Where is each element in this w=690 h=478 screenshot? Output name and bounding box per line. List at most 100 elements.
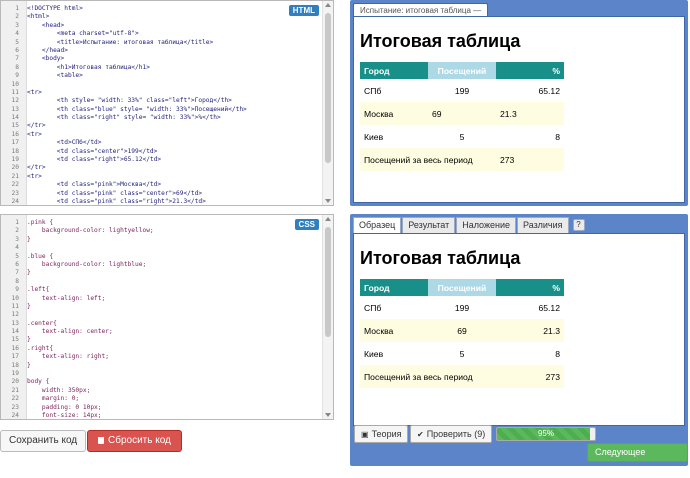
code-text[interactable]: } — [27, 302, 31, 310]
code-text[interactable]: body { — [27, 378, 50, 386]
code-line[interactable]: 13 <th class="blue" style= "width: 33%">… — [1, 106, 321, 114]
next-task-button[interactable]: Следующее задание — [587, 443, 688, 474]
code-line[interactable]: 5 .blue { — [1, 253, 321, 261]
code-text[interactable]: .left{ — [27, 286, 50, 294]
code-text[interactable]: <head> — [27, 21, 65, 29]
code-text[interactable] — [23, 244, 27, 252]
css-code-lines[interactable]: 1 .pink {2 background-color: lightyellow;… — [1, 219, 321, 419]
code-text[interactable]: </tr> — [27, 122, 46, 130]
code-text[interactable]: .pink { — [27, 219, 54, 226]
scrollbar-thumb[interactable] — [325, 227, 331, 337]
code-text[interactable]: .right{ — [27, 344, 54, 352]
code-line[interactable]: 17 text-align: right; — [1, 353, 321, 361]
code-text[interactable]: <td class="center">199</td> — [27, 147, 158, 155]
code-line[interactable]: 22 margin: 0; — [1, 395, 321, 403]
code-text[interactable] — [23, 278, 27, 286]
code-line[interactable]: 4 — [1, 244, 321, 252]
code-text[interactable]: <th class="blue" style= "width: 33%">Пос… — [27, 105, 247, 113]
html-code-editor[interactable]: 1 <!DOCTYPE html> 2 <html> 3 <head> 4 <meta c… — [0, 0, 334, 206]
code-text[interactable]: <td class="pink" class="right">21.3</td> — [27, 197, 206, 205]
scroll-up-arrow-icon[interactable] — [325, 217, 331, 221]
code-text[interactable]: text-align: center; — [27, 328, 113, 336]
scroll-up-arrow-icon[interactable] — [325, 3, 331, 7]
code-line[interactable]: 5 <title>Испытание: итоговая таблица</ti… — [1, 39, 321, 47]
code-text[interactable]: <td class="right">65.12</td> — [27, 156, 162, 164]
reset-code-button[interactable]: Сбросить код — [87, 430, 182, 452]
code-line[interactable]: 11 <tr> — [1, 89, 321, 97]
code-text[interactable]: width: 350px; — [27, 386, 91, 394]
scroll-down-arrow-icon[interactable] — [325, 413, 331, 417]
code-line[interactable]: 9 .left{ — [1, 286, 321, 294]
code-line[interactable]: 12 <th style= "width: 33%" class="left">… — [1, 97, 321, 105]
code-text[interactable] — [23, 81, 27, 89]
code-text[interactable]: } — [27, 235, 31, 243]
code-line[interactable]: 14 <th class="right" style= "width: 33%"… — [1, 114, 321, 122]
code-text[interactable]: <h1>Итоговая таблица</h1> — [27, 63, 150, 71]
code-text[interactable] — [23, 311, 27, 319]
code-line[interactable]: 21 <tr> — [1, 173, 321, 181]
code-text[interactable]: text-align: left; — [27, 294, 106, 302]
tab-overlay[interactable]: Наложение — [456, 217, 516, 233]
code-line[interactable]: 7 <body> — [1, 55, 321, 63]
code-line[interactable]: 23 padding: 0 10px; — [1, 404, 321, 412]
code-line[interactable]: 11} — [1, 303, 321, 311]
code-text[interactable]: padding: 0 10px; — [27, 403, 102, 411]
theory-button[interactable]: ▣ Теория — [354, 425, 409, 443]
code-text[interactable]: </tr> — [27, 164, 46, 172]
code-text[interactable]: <html> — [27, 13, 50, 21]
check-button[interactable]: ✔ Проверить (9) — [410, 425, 493, 443]
code-line[interactable]: 3 <head> — [1, 22, 321, 30]
code-text[interactable]: text-align: right; — [27, 353, 109, 361]
code-line[interactable]: 10 text-align: left; — [1, 295, 321, 303]
code-line[interactable]: 19 — [1, 370, 321, 378]
code-text[interactable]: } — [27, 361, 31, 369]
code-text[interactable]: <table> — [27, 72, 83, 80]
code-text[interactable]: <th class="right" style= "width: 33%">%<… — [27, 114, 221, 122]
code-line[interactable]: 18 <td class="center">199</td> — [1, 148, 321, 156]
code-line[interactable]: 15} — [1, 336, 321, 344]
code-line[interactable]: 1 <!DOCTYPE html> — [1, 5, 321, 13]
code-text[interactable]: <body> — [27, 55, 65, 63]
code-line[interactable]: 19 <td class="right">65.12</td> — [1, 156, 321, 164]
code-line[interactable]: 24 <td class="pink" class="right">21.3</… — [1, 197, 321, 205]
code-line[interactable]: 23 <td class="pink" class="center">69</t… — [1, 190, 321, 198]
help-icon[interactable]: ? — [572, 219, 585, 231]
code-line[interactable]: 13 .center{ — [1, 320, 321, 328]
code-line[interactable]: 2 background-color: lightyellow; — [1, 227, 321, 235]
code-line[interactable]: 20 </tr> — [1, 164, 321, 172]
html-editor-scrollbar[interactable] — [322, 1, 333, 205]
code-text[interactable] — [23, 370, 27, 378]
code-line[interactable]: 1 .pink { — [1, 219, 321, 227]
code-line[interactable]: 4 <meta charset="utf-8"> — [1, 30, 321, 38]
css-editor-scrollbar[interactable] — [322, 215, 333, 419]
code-text[interactable]: background-color: lightblue; — [27, 260, 147, 268]
code-text[interactable]: <meta charset="utf-8"> — [27, 30, 139, 38]
code-text[interactable]: <td class="pink">Москва</td> — [27, 181, 162, 189]
code-line[interactable]: 9 <table> — [1, 72, 321, 80]
code-text[interactable]: background-color: lightyellow; — [27, 227, 154, 235]
code-text[interactable]: font-size: 14px; — [27, 411, 102, 419]
code-line[interactable]: 16 .right{ — [1, 345, 321, 353]
code-line[interactable]: 10 — [1, 81, 321, 89]
code-text[interactable]: } — [27, 269, 31, 277]
code-line[interactable]: 20 body { — [1, 378, 321, 386]
code-line[interactable]: 3} — [1, 236, 321, 244]
code-text[interactable]: <!DOCTYPE html> — [27, 5, 83, 12]
code-line[interactable]: 24 font-size: 14px; — [1, 411, 321, 419]
code-text[interactable]: </head> — [27, 46, 68, 54]
code-text[interactable]: margin: 0; — [27, 395, 80, 403]
code-line[interactable]: 16 <tr> — [1, 131, 321, 139]
tab-sample[interactable]: Образец — [353, 217, 402, 233]
code-text[interactable]: <tr> — [27, 130, 42, 138]
code-line[interactable]: 6 background-color: lightblue; — [1, 261, 321, 269]
scrollbar-thumb[interactable] — [325, 13, 331, 163]
css-code-editor[interactable]: 1 .pink {2 background-color: lightyellow;… — [0, 214, 334, 420]
code-text[interactable]: } — [27, 336, 31, 344]
code-line[interactable]: 2 <html> — [1, 13, 321, 21]
code-line[interactable]: 14 text-align: center; — [1, 328, 321, 336]
code-line[interactable]: 7} — [1, 269, 321, 277]
code-line[interactable]: 21 width: 350px; — [1, 387, 321, 395]
save-code-button[interactable]: Сохранить код — [0, 430, 87, 452]
code-line[interactable]: 18} — [1, 362, 321, 370]
code-text[interactable]: <td>СПб</td> — [27, 139, 102, 147]
